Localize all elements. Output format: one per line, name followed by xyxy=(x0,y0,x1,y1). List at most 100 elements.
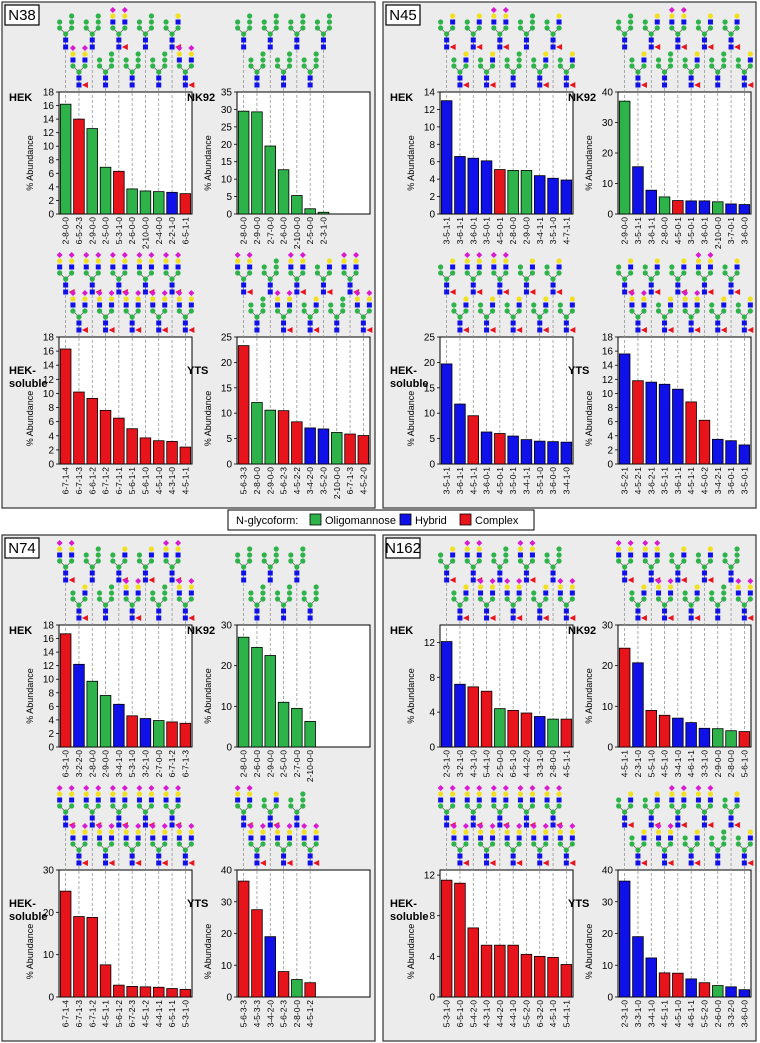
glycan-circle xyxy=(544,803,550,809)
y-tick-label: 40 xyxy=(602,866,614,877)
glycan-circle xyxy=(648,809,654,815)
bar xyxy=(440,879,453,998)
glycan-circle xyxy=(504,63,510,69)
glycan-circle xyxy=(148,19,155,25)
glycan-square xyxy=(457,853,463,859)
glycan-circle xyxy=(70,51,76,57)
glycan-circle xyxy=(294,276,300,282)
x-tick-label: 4-5-2-1 xyxy=(633,467,643,495)
glycan xyxy=(69,290,88,333)
glycan-circle xyxy=(688,314,694,320)
y-tick-label: 10 xyxy=(602,702,614,713)
glycan-square xyxy=(444,282,450,288)
glycan-square xyxy=(747,835,753,841)
glycan-circle xyxy=(273,258,279,264)
glycan-square xyxy=(457,615,463,621)
glycan-square xyxy=(503,797,509,803)
glycan-square xyxy=(648,37,654,43)
glycan-circle xyxy=(188,63,194,69)
glycan-diamond xyxy=(68,785,75,791)
glycan-circle xyxy=(669,264,675,270)
glycan-circle xyxy=(550,276,556,282)
glycan-fucose xyxy=(489,860,496,866)
y-tick-label: 30 xyxy=(221,105,233,116)
glycan-diamond xyxy=(695,252,702,258)
glycan-square xyxy=(142,289,148,295)
glycan-square xyxy=(463,302,469,308)
glycan-circle xyxy=(517,791,524,797)
glycan-circle xyxy=(273,552,279,558)
glycan-square xyxy=(550,815,556,821)
glycan xyxy=(735,296,754,333)
y-tick-label: 10 xyxy=(221,409,233,420)
glycan-circle xyxy=(707,270,714,276)
glycan-square xyxy=(490,835,496,841)
x-tick-label: 5-6-3-3 xyxy=(239,467,249,495)
glycan-square xyxy=(648,815,654,821)
glycan-circle xyxy=(722,803,728,809)
x-tick-label: 2-9-0-0 xyxy=(265,750,275,778)
glycan-square xyxy=(463,835,469,841)
glycan-circle xyxy=(451,590,457,596)
glycan-circle xyxy=(667,584,674,590)
glycan-square xyxy=(76,320,82,326)
glycan-square xyxy=(550,37,556,43)
glycan-circle xyxy=(123,596,129,602)
glycan-circle xyxy=(267,564,273,570)
glycan-square xyxy=(287,302,293,308)
glycan-circle xyxy=(96,57,103,63)
glycan-diamond xyxy=(123,578,130,584)
glycan-diamond xyxy=(176,45,183,51)
y-tick-label: 18 xyxy=(602,333,614,344)
glycan xyxy=(477,296,496,333)
glycan xyxy=(709,829,727,866)
x-tick-label: 3-4-1-0 xyxy=(673,750,683,778)
bar xyxy=(179,446,192,465)
glycan-circle xyxy=(301,590,307,596)
glycan-circle xyxy=(503,803,509,809)
glycan-diamond xyxy=(188,290,195,296)
glycan-fucose xyxy=(516,615,523,621)
glycan-square xyxy=(70,302,76,308)
glycan-circle xyxy=(326,270,333,276)
glycan-circle xyxy=(122,270,128,276)
glycan-circle xyxy=(163,546,169,552)
x-tick-label: 5-6-2-3 xyxy=(279,1000,289,1028)
x-tick-label: 3-5-1-1 xyxy=(660,467,670,495)
y-tick-label: 5 xyxy=(226,434,232,445)
glycan-circle xyxy=(641,296,647,302)
glycan-circle xyxy=(320,276,327,282)
x-tick-label: 6-7-1-3 xyxy=(74,467,84,495)
glycan-square xyxy=(641,835,647,841)
glycan-square xyxy=(162,302,168,308)
glycan-circle xyxy=(669,552,675,558)
glycan-square xyxy=(129,608,135,614)
y-tick-label: 2 xyxy=(48,729,54,740)
glycan-circle xyxy=(300,803,306,809)
glycan-square xyxy=(136,264,142,270)
glycan xyxy=(504,296,523,333)
glycan-square xyxy=(701,37,707,43)
glycan-square xyxy=(682,302,688,308)
glycan-square xyxy=(142,282,148,288)
glycan-diamond xyxy=(464,252,471,258)
glycan-circle xyxy=(142,276,149,282)
y-tick-label: 10 xyxy=(43,675,55,686)
bar xyxy=(712,201,724,215)
glycan-circle xyxy=(156,314,162,320)
y-tick-label: 25 xyxy=(221,333,233,344)
glycan xyxy=(56,785,75,828)
glycan-circle xyxy=(260,590,266,596)
glycan xyxy=(628,290,647,333)
glycan-diamond xyxy=(287,252,294,258)
glycan-circle xyxy=(83,803,89,809)
glycan-circle xyxy=(476,803,482,809)
glycan-square xyxy=(366,302,372,308)
glycan-circle xyxy=(622,31,628,37)
glycan-circle xyxy=(569,51,575,57)
glycan-fucose xyxy=(667,615,674,621)
glycan-square xyxy=(523,815,529,821)
glycan xyxy=(531,584,549,621)
glycan-circle xyxy=(313,51,319,57)
